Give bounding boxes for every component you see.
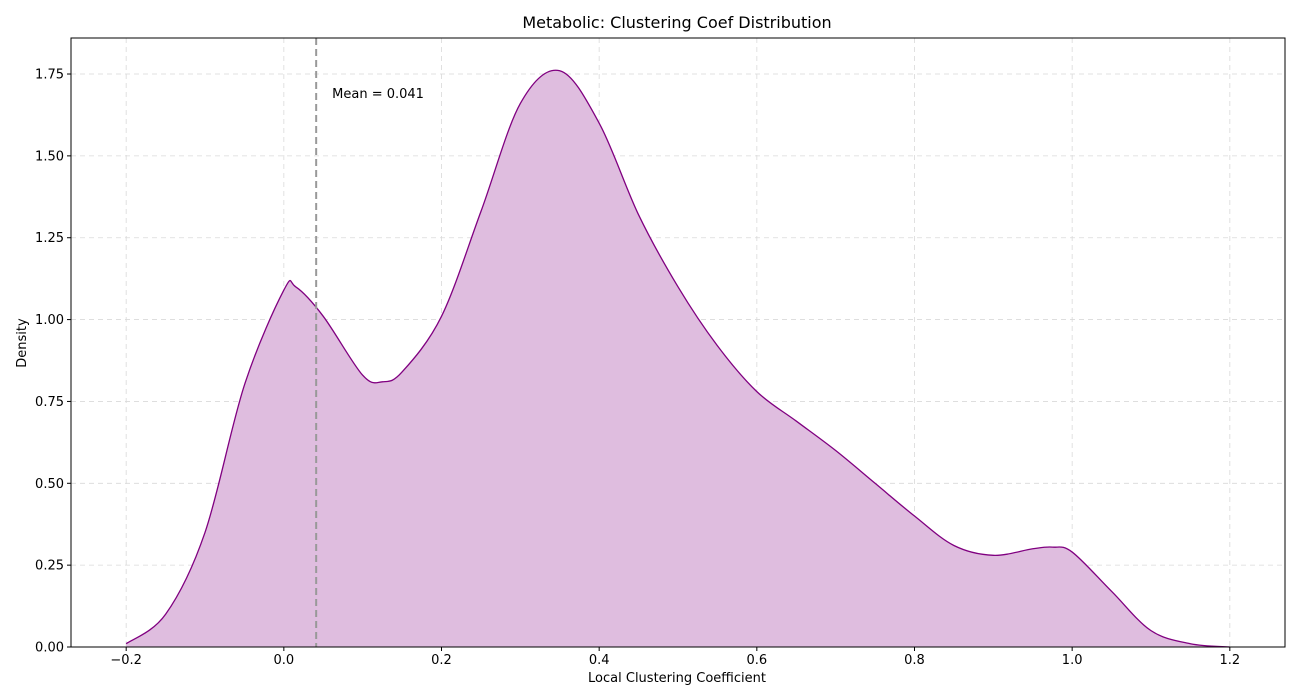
x-tick-label: 0.2	[431, 653, 452, 668]
x-tick-label: 0.6	[746, 653, 767, 668]
density-area-fill	[126, 70, 1230, 648]
x-axis-ticks: −0.2 0.0 0.2 0.4 0.6 0.8 1.0 1.2	[110, 647, 1240, 668]
x-tick-label: −0.2	[110, 653, 142, 668]
y-tick-label: 0.50	[35, 477, 64, 492]
y-tick-label: 1.00	[35, 313, 64, 328]
x-tick-label: 0.0	[274, 653, 295, 668]
x-axis-label: Local Clustering Coefficient	[588, 671, 766, 686]
x-tick-label: 1.2	[1219, 653, 1240, 668]
y-tick-label: 1.75	[35, 68, 64, 83]
x-tick-label: 1.0	[1062, 653, 1083, 668]
chart-title: Metabolic: Clustering Coef Distribution	[522, 13, 831, 32]
y-tick-label: 0.00	[35, 641, 64, 656]
x-tick-label: 0.4	[589, 653, 610, 668]
plot-frame	[70, 37, 1286, 648]
y-tick-label: 1.50	[35, 149, 64, 164]
mean-annotation: Mean = 0.041	[332, 87, 424, 102]
y-tick-label: 0.75	[35, 395, 64, 410]
y-axis-label: Density	[15, 318, 30, 368]
y-tick-label: 1.25	[35, 231, 64, 246]
x-tick-label: 0.8	[904, 653, 925, 668]
y-tick-label: 0.25	[35, 559, 64, 574]
y-axis-ticks: 0.00 0.25 0.50 0.75 1.00 1.25 1.50 1.75	[35, 68, 71, 656]
density-curve-line	[125, 69, 1230, 648]
